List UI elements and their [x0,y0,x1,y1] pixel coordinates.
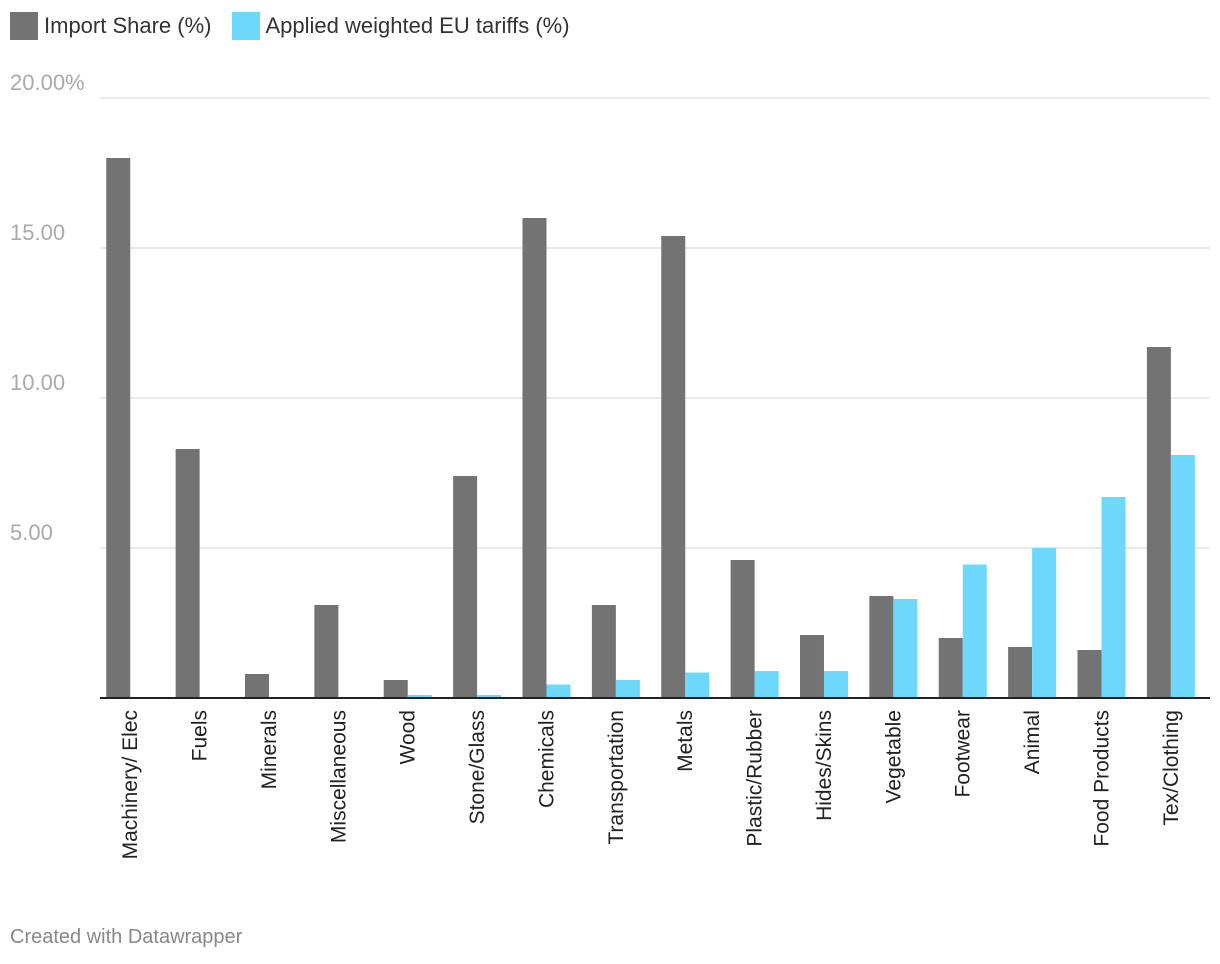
bar-eu-tariff-9 [754,671,779,698]
legend-swatch-eu-tariffs [231,12,260,40]
bar-eu-tariff-11 [893,599,918,698]
bar-import-share-5 [453,476,478,698]
legend-label-eu-tariffs: Applied weighted EU tariffs (%) [265,13,570,38]
x-tick-label: Machinery/ Elec [119,710,142,859]
category-labels: Machinery/ Elec Fuels Minerals Miscellaneou… [119,710,1183,859]
bar-import-share-14 [1077,650,1102,698]
chart-legend: Import Share (%) Applied weighted EU tar… [10,12,590,40]
bar-eu-tariff-5 [477,695,502,698]
x-tick-label: Plastic/Rubber [744,710,767,847]
x-tick-label: Miscellaneous [327,710,350,843]
y-tick-label: 10.00 [10,370,65,395]
x-tick-label: Wood [397,710,420,764]
bar-eu-tariff-13 [1032,548,1057,698]
bar-import-share-12 [938,638,963,698]
x-tick-label: Transportation [605,710,628,845]
legend-item-eu-tariffs: Applied weighted EU tariffs (%) [231,12,570,40]
x-tick-label: Food Products [1090,710,1113,847]
bar-import-share-6 [522,218,547,698]
bar-eu-tariff-15 [1170,455,1195,698]
bar-import-share-13 [1008,647,1033,698]
x-tick-label: Animal [1021,710,1044,774]
legend-item-import-share: Import Share (%) [10,12,212,40]
x-tick-label: Metals [674,710,697,772]
footer-credit: Created with Datawrapper [10,926,243,948]
bar-eu-tariff-4 [407,695,432,698]
bar-import-share-7 [591,605,616,698]
bar-chart: 20.00% 15.00 10.00 5.00 Machinery/ Elec Fuel… [10,70,1210,859]
x-tick-label: Stone/Glass [466,710,489,824]
bar-eu-tariff-12 [962,564,987,698]
x-tick-label: Vegetable [882,710,905,803]
bar-eu-tariff-14 [1101,497,1126,698]
legend-swatch-import-share [10,12,38,40]
legend-label-import-share: Import Share (%) [44,13,212,38]
bar-import-share-2 [244,674,269,698]
bar-import-share-9 [730,560,755,698]
bar-eu-tariff-6 [546,684,571,698]
bars [106,158,1195,698]
bar-eu-tariff-7 [615,680,640,698]
y-tick-label: 20.00% [10,70,85,95]
x-tick-label: Hides/Skins [813,710,836,821]
bar-import-share-0 [106,158,131,698]
bar-eu-tariff-8 [685,672,710,698]
bar-import-share-4 [383,680,408,698]
x-tick-label: Tex/Clothing [1160,710,1183,826]
x-tick-label: Chemicals [535,710,558,808]
x-tick-label: Minerals [258,710,281,789]
x-tick-label: Fuels [189,710,212,761]
gridlines: 20.00% 15.00 10.00 5.00 [10,70,1210,549]
bar-import-share-1 [175,449,200,698]
y-tick-label: 5.00 [10,520,53,545]
x-tick-label: Footwear [952,710,975,798]
bar-import-share-15 [1146,347,1171,698]
bar-import-share-8 [661,236,686,698]
bar-eu-tariff-10 [823,671,848,698]
bar-import-share-3 [314,605,339,698]
y-tick-label: 15.00 [10,220,65,245]
bar-import-share-10 [799,635,824,698]
bar-import-share-11 [869,596,894,698]
